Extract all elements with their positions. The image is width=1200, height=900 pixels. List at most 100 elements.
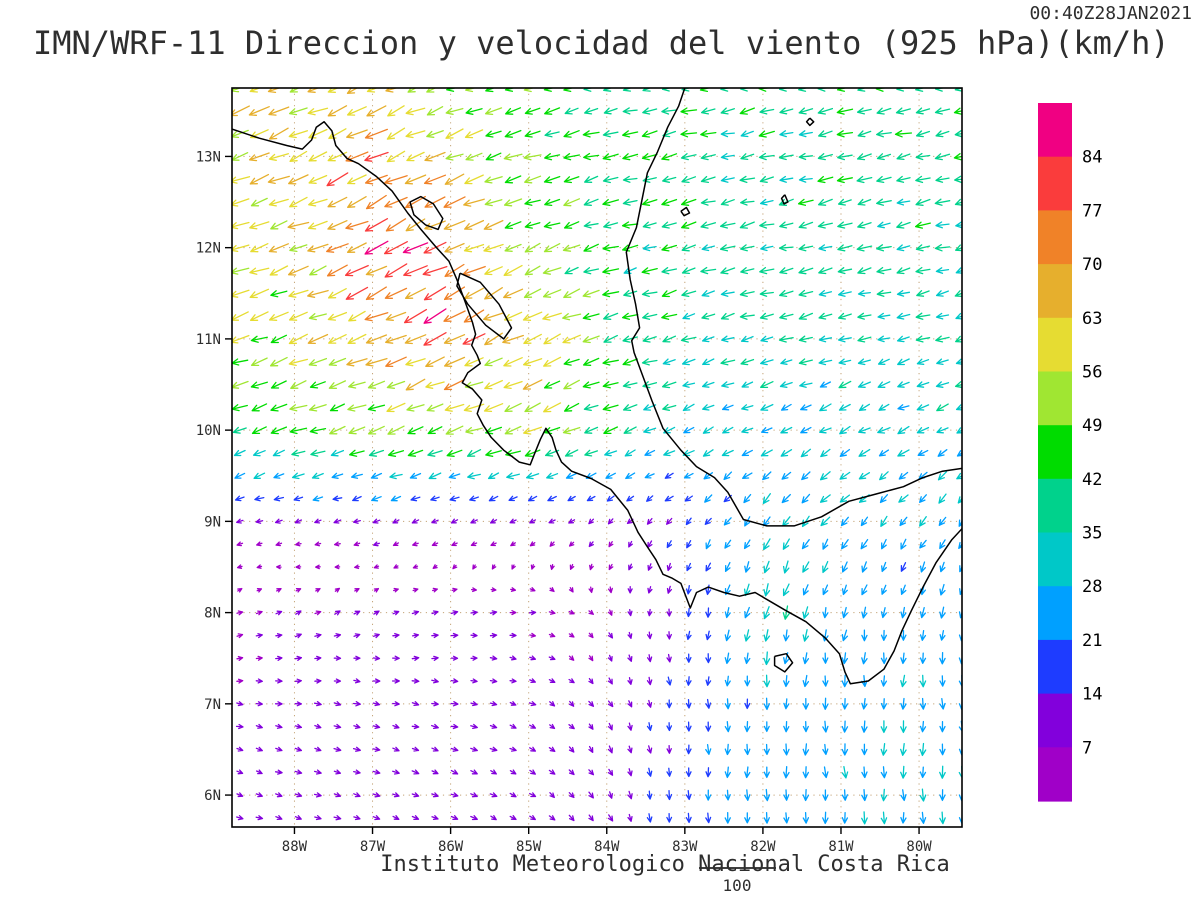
- wind-arrow: [956, 472, 962, 480]
- wind-arrow: [644, 449, 656, 456]
- wind-arrow: [724, 561, 731, 572]
- wind-arrow: [525, 472, 540, 480]
- wind-arrow: [508, 495, 518, 502]
- wind-arrow: [802, 584, 809, 596]
- wind-arrow: [740, 130, 754, 138]
- wind-arrow: [431, 769, 439, 775]
- wind-arrow: [470, 769, 478, 775]
- wind-arrow: [431, 541, 439, 547]
- wind-arrow: [876, 107, 892, 115]
- wind-arrow: [470, 632, 478, 638]
- wind-arrow: [549, 792, 555, 799]
- wind-arrow: [897, 425, 910, 435]
- wind-arrow: [841, 629, 849, 642]
- wind-arrow: [333, 792, 342, 798]
- wind-arrow: [876, 198, 892, 206]
- wind-arrow: [822, 560, 829, 574]
- wind-arrow: [666, 812, 673, 823]
- wind-arrow: [345, 286, 369, 300]
- wind-arrow: [384, 287, 408, 299]
- wind-arrow: [445, 128, 464, 139]
- wind-arrow: [272, 449, 285, 457]
- wind-arrow: [663, 449, 676, 457]
- wind-arrow: [666, 789, 673, 801]
- wind-arrow: [919, 788, 927, 802]
- wind-arrow: [326, 264, 348, 277]
- wind-arrow: [759, 107, 775, 115]
- wind-arrow: [704, 517, 712, 525]
- wind-arrow: [664, 495, 674, 502]
- wind-arrow: [328, 357, 347, 367]
- wind-arrow: [431, 632, 439, 639]
- wind-arrow: [900, 652, 907, 665]
- wind-arrow: [354, 588, 360, 593]
- wind-arrow: [562, 426, 581, 435]
- wind-arrow: [900, 742, 907, 756]
- wind-arrow: [642, 244, 657, 252]
- wind-arrow: [366, 88, 379, 93]
- wind-arrow: [739, 289, 755, 298]
- wind-arrow: [503, 264, 523, 276]
- wind-arrow: [896, 221, 911, 229]
- colorbar-segment: [1038, 586, 1072, 641]
- wind-arrow: [464, 381, 484, 389]
- wind-arrow: [334, 587, 341, 593]
- wind-arrow: [529, 541, 536, 547]
- wind-arrow: [423, 332, 447, 346]
- wind-arrow: [666, 676, 672, 686]
- wind-arrow: [548, 518, 556, 524]
- wind-arrow: [622, 358, 638, 366]
- wind-arrow: [898, 494, 909, 503]
- wind-arrow: [900, 789, 907, 802]
- wind-arrow: [448, 472, 461, 479]
- wind-arrow: [783, 766, 790, 779]
- wind-arrow: [392, 701, 400, 707]
- wind-arrow: [464, 219, 485, 230]
- wind-arrow: [568, 792, 575, 799]
- wind-arrow: [504, 221, 522, 230]
- wind-arrow: [720, 358, 736, 366]
- wind-arrow: [781, 471, 792, 480]
- wind-arrow: [822, 789, 829, 801]
- wind-arrow: [720, 175, 735, 183]
- wind-arrow: [739, 107, 755, 115]
- wind-arrow: [919, 539, 927, 549]
- reference-vector-label: 100: [723, 876, 752, 895]
- wind-arrow: [328, 380, 347, 389]
- wind-arrow: [938, 493, 947, 504]
- wind-arrow: [249, 311, 269, 321]
- wind-arrow: [897, 358, 910, 366]
- wind-arrow: [563, 358, 580, 366]
- wind-arrow: [661, 88, 673, 92]
- wind-arrow: [308, 313, 327, 321]
- wind-arrow: [763, 560, 770, 574]
- wind-arrow: [602, 404, 619, 412]
- wind-arrow: [386, 127, 406, 140]
- wind-arrow: [548, 678, 556, 683]
- wind-arrow: [700, 198, 716, 206]
- wind-arrow: [602, 289, 620, 298]
- wind-arrow: [798, 312, 814, 320]
- wind-arrow: [588, 723, 594, 730]
- wind-arrow: [743, 539, 751, 550]
- wind-arrow: [470, 541, 478, 547]
- wind-arrow: [549, 587, 555, 593]
- wind-arrow: [798, 221, 814, 229]
- wind-arrow: [392, 632, 400, 639]
- wind-arrow: [919, 766, 927, 779]
- wind-arrow: [880, 766, 888, 779]
- wind-arrow: [563, 130, 580, 138]
- wind-arrow: [661, 153, 678, 161]
- wind-arrow: [232, 129, 249, 139]
- wind-arrow: [524, 130, 541, 138]
- wind-arrow: [954, 130, 962, 138]
- wind-arrow: [627, 768, 633, 777]
- wind-arrow: [627, 722, 633, 731]
- wind-arrow: [880, 675, 888, 687]
- colorbar-segment: [1038, 103, 1072, 158]
- wind-arrow: [524, 449, 541, 457]
- wind-arrow: [919, 697, 927, 710]
- wind-arrow: [252, 449, 266, 457]
- wind-arrow: [485, 152, 502, 161]
- wind-arrow: [423, 308, 447, 324]
